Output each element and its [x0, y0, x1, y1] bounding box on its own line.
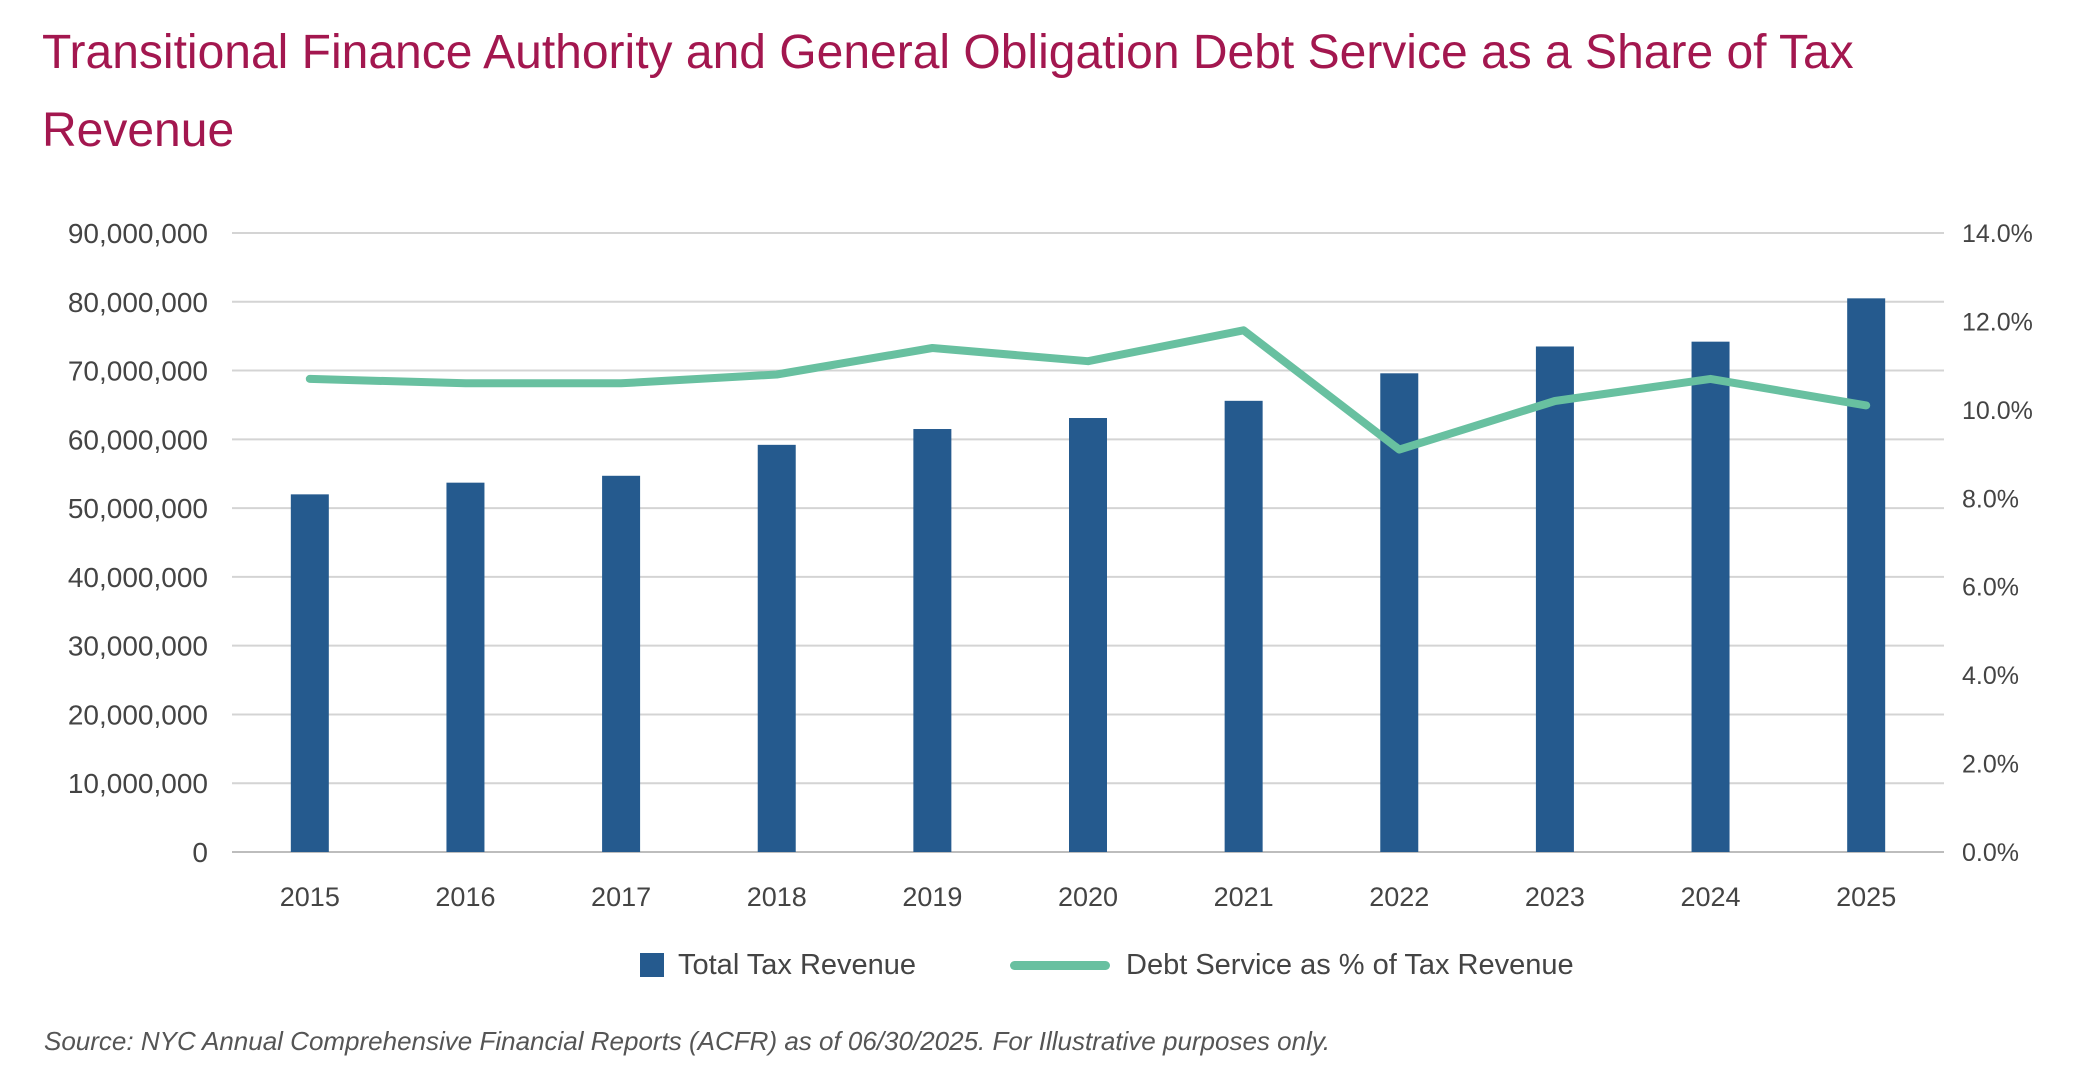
x-tick-label: 2020	[1058, 882, 1118, 912]
left-tick-label: 60,000,000	[68, 424, 208, 455]
bar-series	[290, 298, 1886, 853]
right-tick-label: 14.0%	[1962, 220, 2033, 248]
x-tick-label: 2015	[280, 882, 340, 912]
x-tick-label: 2021	[1214, 882, 1274, 912]
left-tick-label: 0	[192, 837, 208, 868]
left-axis-ticks: 0 10,000,000 20,000,000 30,000,000 40,000,00…	[68, 218, 208, 868]
left-tick-label: 90,000,000	[68, 218, 208, 249]
x-tick-label: 2025	[1836, 882, 1896, 912]
debt-service-line	[305, 326, 1871, 454]
bar-2024	[1691, 341, 1730, 852]
right-axis-ticks: 0.0% 2.0% 4.0% 6.0% 8.0% 10.0% 12.0% 14.0%	[1962, 220, 2033, 867]
bar-2020	[1069, 418, 1107, 852]
combo-chart: 0 10,000,000 20,000,000 30,000,000 40,000,00…	[68, 218, 2033, 912]
x-tick-label: 2022	[1369, 882, 1429, 912]
bar-2018	[757, 444, 796, 852]
x-tick-label: 2017	[591, 882, 651, 912]
left-tick-label: 40,000,000	[68, 562, 208, 593]
bar-2016	[446, 482, 485, 852]
left-tick-label: 80,000,000	[68, 287, 208, 318]
right-tick-label: 0.0%	[1962, 839, 2019, 867]
legend-label-bar: Total Tax Revenue	[678, 948, 917, 981]
source-note: Source: NYC Annual Comprehensive Financi…	[44, 1026, 1331, 1056]
right-tick-label: 12.0%	[1962, 308, 2033, 336]
legend-item-total-tax-revenue: Total Tax Revenue	[640, 940, 916, 990]
legend-bar-swatch	[640, 953, 664, 977]
x-tick-label: 2016	[435, 882, 495, 912]
line-series	[305, 326, 1871, 454]
left-tick-label: 50,000,000	[68, 493, 208, 524]
legend-item-debt-service: Debt Service as % of Tax Revenue	[1010, 940, 1574, 990]
x-tick-label: 2018	[747, 882, 807, 912]
bar-2023	[1535, 346, 1574, 852]
x-tick-label: 2023	[1525, 882, 1585, 912]
right-tick-label: 8.0%	[1962, 485, 2019, 513]
x-axis-ticks: 2015 2016 2017 2018 2019 2020 2021 2022 2023 2024…	[280, 882, 1896, 912]
right-tick-label: 10.0%	[1962, 397, 2033, 425]
right-tick-label: 6.0%	[1962, 574, 2019, 602]
legend-line-swatch	[1010, 960, 1110, 970]
bar-2015	[290, 494, 329, 852]
chart-title: Transitional Finance Authority and Gener…	[42, 26, 1854, 157]
bar-2017	[602, 475, 641, 852]
right-tick-label: 2.0%	[1962, 751, 2019, 779]
left-tick-label: 30,000,000	[68, 631, 208, 662]
bar-2021	[1224, 400, 1263, 852]
bar-2019	[913, 429, 952, 852]
x-tick-label: 2019	[902, 882, 962, 912]
left-tick-label: 20,000,000	[68, 699, 208, 730]
left-tick-label: 70,000,000	[68, 356, 208, 387]
left-tick-label: 10,000,000	[68, 768, 208, 799]
right-tick-label: 4.0%	[1962, 662, 2019, 690]
bar-2025	[1847, 298, 1886, 853]
legend-label-line: Debt Service as % of Tax Revenue	[1126, 948, 1574, 981]
chart-legend: Total Tax Revenue Debt Service as % of T…	[0, 940, 2086, 990]
x-tick-label: 2024	[1681, 882, 1741, 912]
